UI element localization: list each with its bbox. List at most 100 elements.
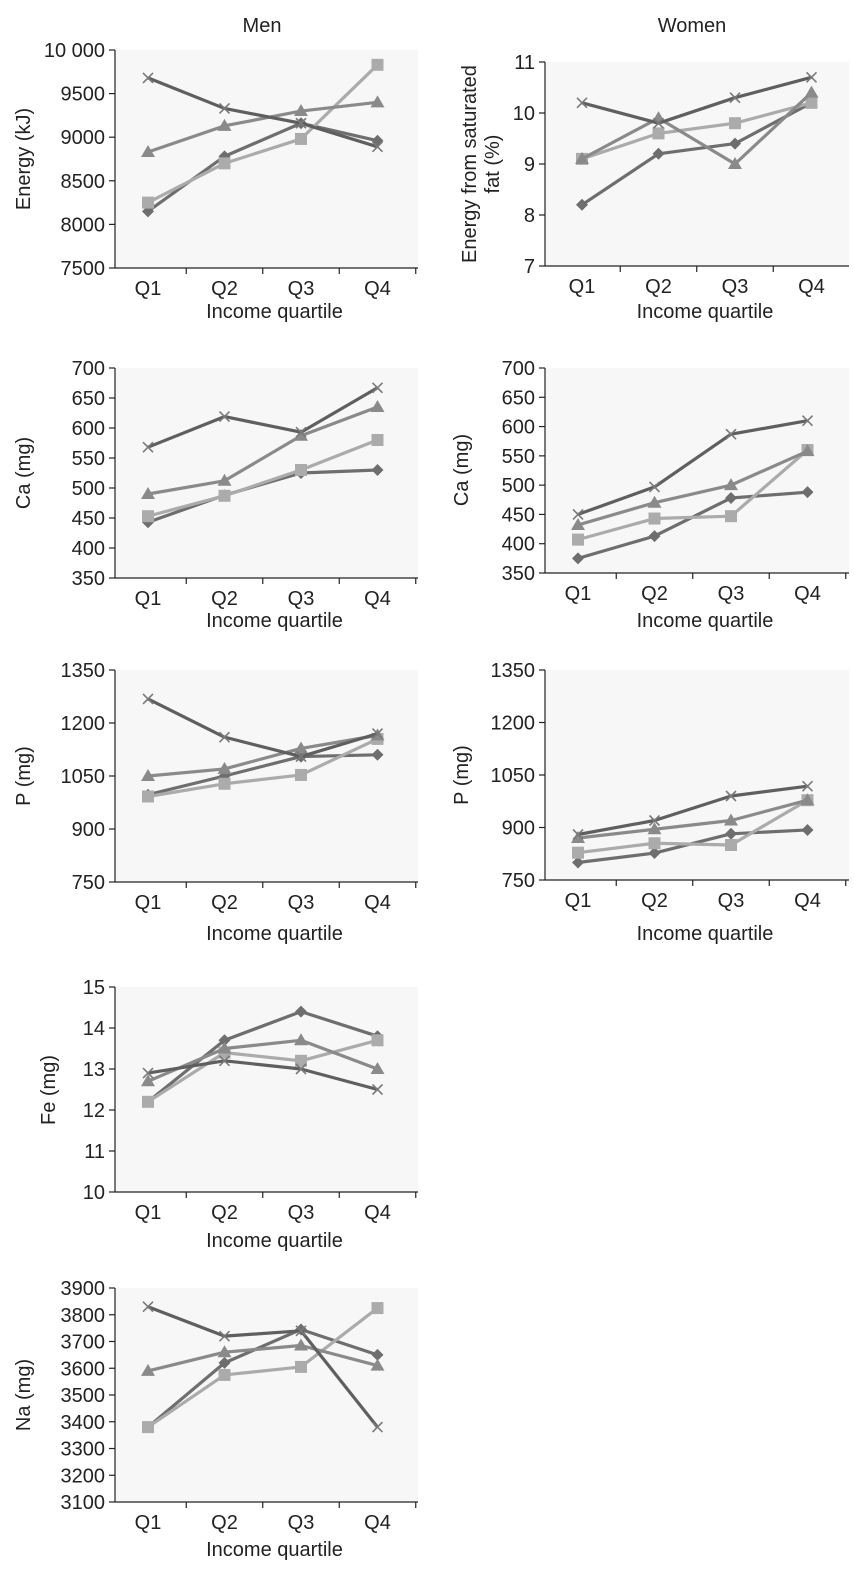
data-point-cross [729, 92, 741, 104]
data-point-square [295, 768, 307, 781]
data-point-cross [295, 751, 307, 763]
y-tick-label: 10 [513, 103, 535, 125]
data-point-square [725, 510, 737, 523]
data-point-cross [295, 426, 307, 438]
y-tick-label: 11 [84, 1141, 105, 1163]
chart-panel-2: 7 8 9 10 11 Q1 Q2 Q3 Q4 Income quartile Energy fro… [459, 52, 849, 323]
data-point-triangle [294, 1338, 308, 1351]
y-tick-label: 12 [83, 1100, 105, 1122]
data-point-diamond [572, 856, 584, 869]
data-point-square [142, 1421, 154, 1434]
series-line-diamond [146, 1327, 379, 1429]
data-point-cross [218, 1055, 231, 1067]
data-point-cross [371, 382, 384, 394]
y-tick-label: 3500 [61, 1385, 106, 1407]
data-point-triangle [804, 85, 819, 98]
data-point-diamond [576, 198, 588, 211]
data-point-cross [218, 731, 231, 743]
data-point-square [648, 512, 661, 525]
data-point-diamond [218, 1356, 231, 1369]
x-tick-label: Q2 [211, 588, 238, 610]
data-point-diamond [295, 1005, 307, 1018]
x-tick-label: Q2 [211, 278, 238, 300]
data-point-cross [648, 814, 661, 827]
data-point-triangle [141, 769, 155, 781]
data-point-square [371, 1034, 384, 1047]
x-tick-label: Q1 [135, 278, 162, 300]
data-point-triangle [728, 157, 742, 169]
data-point-triangle [571, 831, 585, 843]
x-axis-title: Income quartile [637, 301, 774, 323]
data-point-diamond [801, 486, 814, 499]
chart-panel-1: 7500 8000 8500 9000 9500 10 000 Q1 Q2 Q3 Q4 Income… [13, 40, 418, 323]
data-point-triangle [294, 741, 308, 754]
data-point-square [371, 434, 384, 446]
data-point-triangle [141, 487, 155, 499]
data-point-triangle [217, 761, 232, 774]
x-axis-title: Income quartile [206, 301, 343, 323]
data-point-cross [295, 1063, 307, 1075]
y-axis-title-line: fat (%) [482, 135, 504, 194]
series-line-triangle [581, 91, 813, 166]
data-point-triangle [571, 517, 585, 530]
x-tick-label: Q1 [565, 583, 592, 605]
data-point-square [652, 127, 665, 140]
y-tick-label: 700 [72, 358, 105, 380]
y-axis-title: Energy (kJ) [13, 108, 35, 210]
data-point-square [142, 790, 154, 803]
chart-panel-8: 3100 3200 3300 3400 3500 3600 3700 3800 3900 Q1 Q2… [13, 1278, 418, 1561]
y-tick-label: 1350 [61, 660, 106, 682]
data-point-triangle [370, 1358, 385, 1371]
y-tick-label: 450 [72, 508, 105, 530]
series-line-triangle [577, 798, 808, 840]
data-point-cross [218, 102, 231, 114]
series-line-square [577, 798, 809, 855]
y-tick-label: 3700 [61, 1332, 106, 1354]
data-point-cross [801, 780, 814, 792]
y-tick-label: 13 [83, 1059, 105, 1081]
y-tick-label: 350 [72, 568, 105, 590]
y-tick-label: 1050 [491, 765, 536, 787]
y-tick-label: 450 [502, 504, 535, 526]
chart-panel-7: 10 11 12 13 14 15 Q1 Q2 Q3 Q4 Income quartile Fe (m… [38, 977, 418, 1252]
y-axis-title-line: Energy from saturated [459, 65, 481, 263]
data-point-triangle [141, 1074, 155, 1087]
x-tick-label: Q4 [364, 1512, 391, 1534]
series-line-triangle [147, 1343, 378, 1373]
y-tick-label: 8 [524, 205, 535, 227]
y-tick-label: 900 [502, 818, 535, 840]
y-tick-label: 3400 [61, 1412, 106, 1434]
plot-area [545, 368, 849, 573]
y-axis-title: P (mg) [451, 745, 473, 805]
data-point-triangle [294, 104, 308, 117]
series-line-square [147, 438, 379, 518]
y-axis-title: Ca (mg) [451, 434, 473, 506]
x-tick-label: Q3 [288, 1512, 315, 1534]
series-line-cross [147, 76, 378, 149]
data-point-triangle [800, 793, 815, 806]
x-axis-title: Income quartile [206, 1539, 343, 1561]
series-line-triangle [147, 1038, 379, 1083]
y-tick-label: 8500 [61, 171, 106, 193]
y-tick-label: 3900 [61, 1278, 106, 1300]
data-point-diamond [371, 748, 384, 761]
y-tick-label: 1200 [491, 713, 536, 735]
data-point-diamond [371, 464, 384, 476]
x-tick-label: Q4 [364, 278, 391, 300]
y-tick-label: 3300 [61, 1439, 106, 1461]
y-tick-label: 400 [72, 538, 105, 560]
series-line-cross [147, 1059, 378, 1092]
data-point-square [142, 510, 154, 523]
y-tick-label: 9000 [61, 127, 106, 149]
data-point-cross [576, 97, 588, 109]
data-point-cross [648, 481, 661, 493]
y-tick-label: 3600 [61, 1358, 106, 1380]
data-point-cross [801, 415, 814, 427]
plot-area [115, 670, 418, 882]
x-tick-label: Q3 [288, 278, 315, 300]
data-point-cross [218, 1330, 231, 1342]
y-tick-label: 350 [502, 563, 535, 585]
data-point-square [295, 1054, 307, 1067]
y-tick-label: 8000 [61, 214, 106, 236]
data-point-square [725, 839, 737, 851]
